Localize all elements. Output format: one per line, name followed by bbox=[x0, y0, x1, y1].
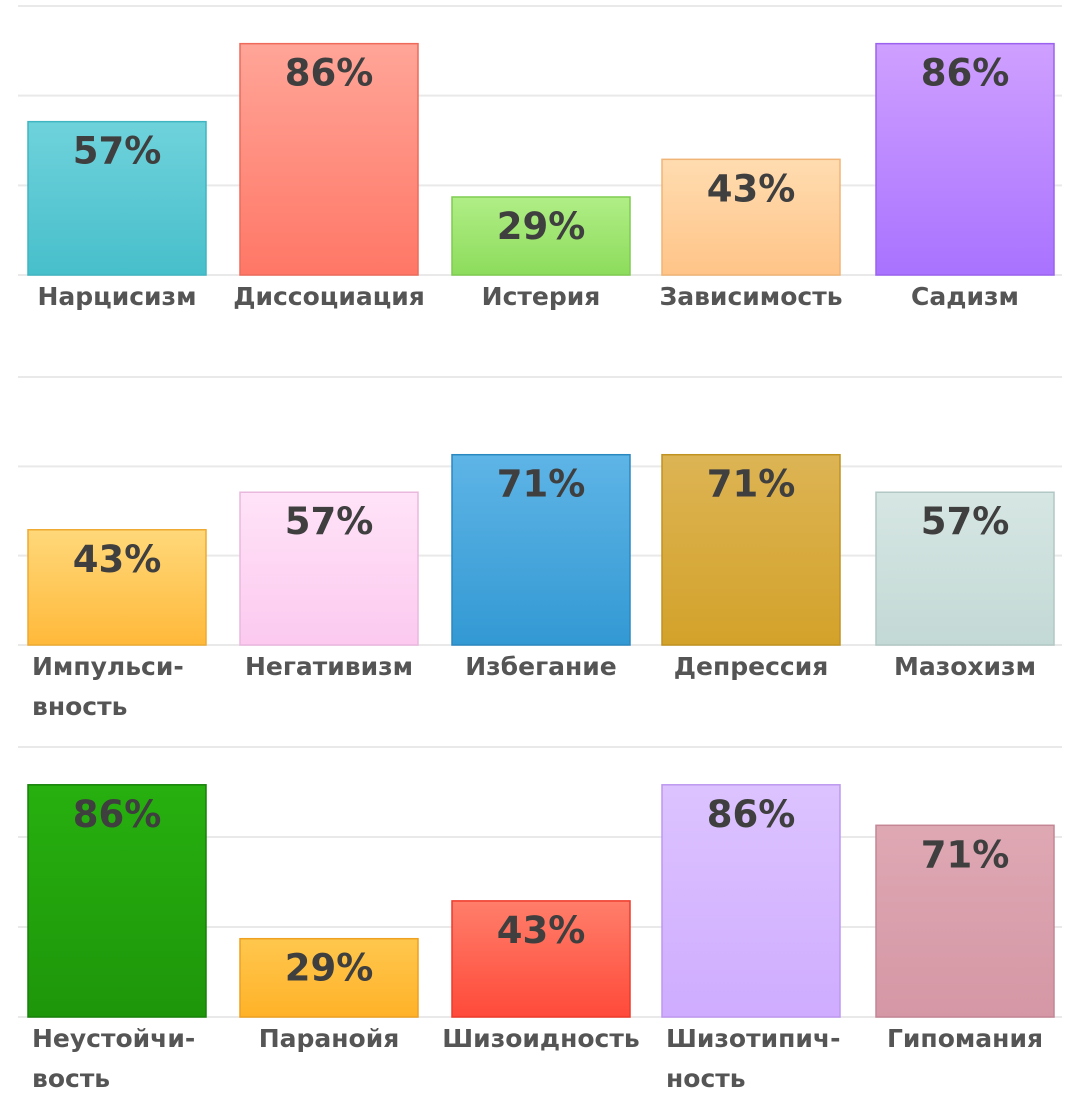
data-label: 86% bbox=[921, 52, 1010, 95]
data-label: 86% bbox=[73, 793, 162, 836]
category-label: Депрессия bbox=[674, 652, 829, 681]
category-label: Шизоидность bbox=[442, 1024, 639, 1053]
bar bbox=[27, 529, 207, 646]
data-label: 29% bbox=[285, 947, 374, 990]
data-label: 29% bbox=[497, 205, 586, 248]
bar bbox=[451, 900, 631, 1018]
bar bbox=[875, 42, 1055, 276]
data-label: 57% bbox=[921, 500, 1010, 543]
category-label: Негативизм bbox=[245, 652, 413, 681]
chart-panel-3: 86% Неустойчи-вость 29% Паранойя 43% Шизоидно… bbox=[18, 746, 1062, 1093]
bar bbox=[239, 42, 419, 276]
bar bbox=[661, 158, 841, 276]
category-label: Диссоциация bbox=[233, 282, 425, 311]
data-label: 86% bbox=[707, 793, 796, 836]
category-label: Избегание bbox=[465, 652, 617, 681]
bar bbox=[239, 491, 419, 646]
chart-panel-2: 43% Импульси-вность 57% Негативизм 71% Избега… bbox=[18, 376, 1062, 721]
category-label: Истерия bbox=[482, 282, 601, 311]
data-label: 71% bbox=[497, 463, 586, 506]
data-label: 57% bbox=[285, 500, 374, 543]
category-label: Импульси-вность bbox=[32, 652, 184, 721]
bar bbox=[661, 784, 841, 1018]
category-label: Нарцисизм bbox=[37, 282, 196, 311]
chart-panel-1: 57% Нарцисизм 86% Диссоциация 29% Истерия 43% З… bbox=[18, 5, 1062, 311]
bar bbox=[451, 196, 631, 276]
bar bbox=[239, 937, 419, 1018]
category-label: Неустойчи-вость bbox=[32, 1024, 195, 1093]
data-label: 43% bbox=[497, 909, 586, 952]
data-label: 86% bbox=[285, 52, 374, 95]
data-label: 71% bbox=[707, 463, 796, 506]
data-label: 43% bbox=[707, 167, 796, 210]
category-label: Мазохизм bbox=[894, 652, 1036, 681]
bar bbox=[875, 491, 1055, 646]
bar bbox=[875, 824, 1055, 1018]
bar bbox=[661, 453, 841, 646]
category-label: Гипомания bbox=[887, 1024, 1043, 1053]
category-label: Садизм bbox=[911, 282, 1019, 311]
bar bbox=[27, 120, 207, 276]
bar bbox=[451, 453, 631, 646]
category-label: Шизотипич-ность bbox=[666, 1024, 840, 1093]
data-label: 57% bbox=[73, 130, 162, 173]
data-label: 43% bbox=[73, 538, 162, 581]
category-label: Паранойя bbox=[259, 1024, 400, 1053]
data-label: 71% bbox=[921, 833, 1010, 876]
bar bbox=[27, 784, 207, 1018]
category-label: Зависимость bbox=[659, 282, 842, 311]
